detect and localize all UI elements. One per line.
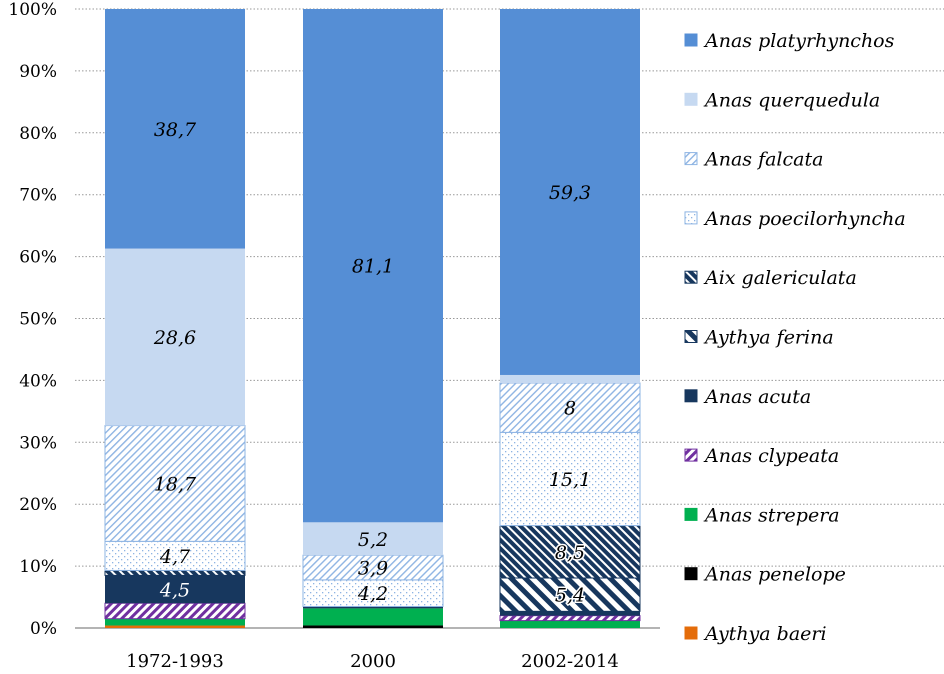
- bar-segment: [104, 540, 246, 571]
- bar-2000: 4,2 3,9 5,2 81,1: [302, 9, 444, 628]
- legend-label: Anas querquedula: [703, 89, 880, 111]
- bar-segment: [104, 602, 246, 620]
- bar-segment: [105, 625, 245, 628]
- x-tick-label: 2000: [350, 651, 396, 670]
- legend-swatch: [684, 152, 698, 166]
- legend-item: Anas poecilorhyncha: [684, 208, 906, 230]
- bar-segment: [499, 615, 641, 622]
- legend-item: Anas acuta: [684, 386, 811, 408]
- bar-segment: [105, 618, 245, 626]
- bar-segment: [104, 425, 246, 542]
- y-tick-label: 40%: [19, 371, 57, 391]
- legend-item: Anas penelope: [684, 564, 846, 586]
- bar-segment: [499, 577, 641, 612]
- bar-segment: [105, 248, 245, 426]
- data-label: 81,1: [352, 256, 394, 278]
- data-label: 8: [564, 398, 576, 420]
- legend-label: Aythya baeri: [703, 623, 827, 645]
- legend-label: Anas penelope: [703, 564, 846, 586]
- legend-label: Aythya ferina: [703, 327, 834, 349]
- y-tick-label: 90%: [19, 62, 57, 82]
- bar-segment: [499, 525, 641, 579]
- legend-item: Anas falcata: [684, 149, 823, 171]
- legend-swatch: [684, 567, 698, 581]
- legend-swatch: [684, 330, 698, 343]
- bar-segment: [500, 374, 640, 383]
- y-tick-label: 0%: [30, 619, 57, 639]
- bar-segment: [500, 9, 640, 375]
- data-label: 4,2: [357, 583, 388, 605]
- data-label: 59,3: [549, 182, 591, 204]
- bar-segment: [105, 575, 245, 604]
- y-axis: 0% 10% 20% 30% 40% 50% 60% 70% 80% 90% 100%: [8, 0, 57, 639]
- legend-swatch: [684, 626, 698, 640]
- legend-item: Anas clypeata: [684, 445, 839, 467]
- data-label: 28,6: [153, 327, 196, 349]
- y-tick-label: 30%: [19, 433, 57, 453]
- legend-label: Anas poecilorhyncha: [703, 208, 906, 230]
- data-label: 4,5: [159, 579, 190, 601]
- legend-swatch: [684, 270, 698, 284]
- bar-segment: [303, 522, 443, 556]
- y-tick-label: 80%: [19, 124, 57, 144]
- legend-item: Anas platyrhynchos: [684, 30, 895, 52]
- bar-segment: [500, 611, 640, 616]
- legend-swatch: [684, 389, 698, 403]
- bar-segment: [500, 620, 640, 628]
- legend-item: Aythya baeri: [684, 623, 827, 645]
- bar-segment: [104, 569, 246, 576]
- x-tick-label: 1972-1993: [126, 651, 224, 670]
- x-axis: 1972-1993 2000 2002-2014: [126, 651, 619, 672]
- y-tick-label: 60%: [19, 248, 57, 268]
- legend-label: Aix galericulata: [703, 267, 857, 289]
- y-tick-label: 50%: [19, 310, 57, 330]
- legend-item: Aix galericulata: [684, 267, 857, 289]
- data-label: 15,1: [549, 469, 591, 491]
- bar-segment: [499, 382, 641, 433]
- legend-item: Anas strepera: [684, 504, 840, 526]
- y-tick-label: 70%: [19, 186, 57, 206]
- data-label: 5,2: [358, 529, 388, 551]
- bar-1972-1993: 4,5 4,7 18,7 28,6 38,7: [104, 9, 246, 628]
- bar-2002-2014: 5,4 8,5 15,1 8 59,3: [499, 9, 641, 628]
- bar-segment: [105, 9, 245, 249]
- bar-segment: [303, 625, 443, 628]
- bar-segment: [303, 606, 443, 609]
- legend-label: Anas acuta: [703, 386, 811, 408]
- y-tick-label: 100%: [8, 0, 57, 20]
- data-label: 4,7: [159, 546, 191, 568]
- data-label: 3,9: [358, 558, 388, 580]
- y-tick-label: 20%: [19, 495, 57, 515]
- legend-item: Anas querquedula: [684, 89, 880, 111]
- legend-label: Anas platyrhynchos: [703, 30, 895, 52]
- bar-segment: [302, 554, 444, 581]
- legend-item: Aythya ferina: [684, 327, 834, 349]
- bar-segment: [303, 608, 443, 626]
- legend-swatch: [684, 448, 698, 462]
- data-label: 38,7: [154, 119, 197, 141]
- bar-segment: [303, 9, 443, 523]
- legend-label: Anas falcata: [703, 149, 823, 171]
- bar-segment: [302, 579, 444, 607]
- legend-label: Anas clypeata: [703, 445, 839, 467]
- x-tick-label: 2002-2014: [521, 651, 619, 670]
- legend: Anas platyrhynchos Anas querquedula Anas f…: [684, 30, 906, 645]
- legend-label: Anas strepera: [703, 504, 840, 526]
- data-label: 5,4: [555, 585, 585, 607]
- legend-swatch: [684, 507, 698, 521]
- data-label: 18,7: [154, 473, 197, 495]
- legend-swatch: [684, 33, 698, 47]
- y-tick-label: 10%: [19, 557, 57, 577]
- bar-segment: [499, 431, 641, 527]
- legend-swatch: [684, 211, 698, 225]
- data-label: 8,5: [555, 542, 585, 564]
- legend-swatch: [684, 92, 698, 106]
- bars: 4,5 4,7 18,7 28,6 38,7 4,2 3,9 5,2 81,1 5,4 8,5 15,…: [104, 9, 641, 628]
